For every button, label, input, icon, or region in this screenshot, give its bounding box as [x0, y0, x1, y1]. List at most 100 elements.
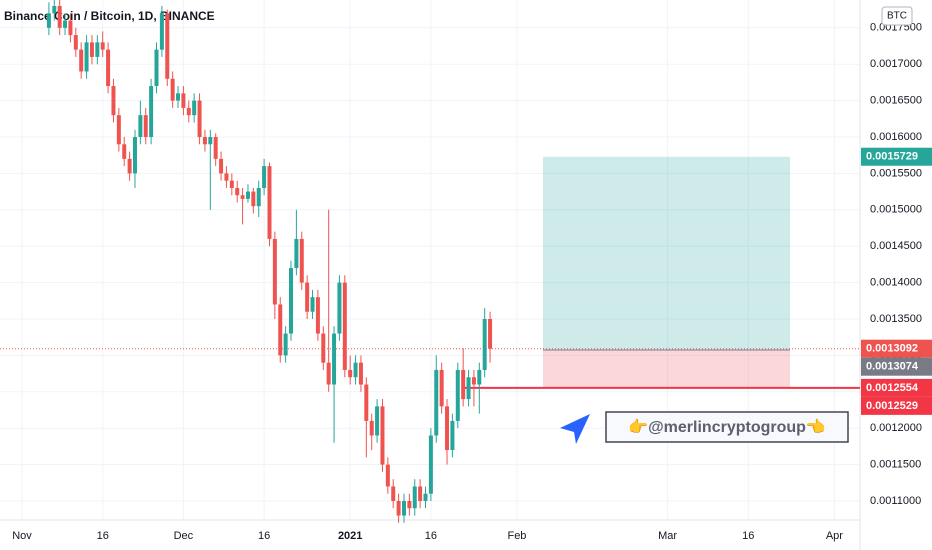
candle-body [138, 115, 143, 138]
candle-body [132, 137, 137, 174]
candle-body [305, 282, 310, 312]
y-tick-label: 0.0013500 [870, 313, 922, 325]
candle-body [326, 362, 331, 385]
candle-body [170, 78, 175, 101]
candle-body [159, 13, 164, 50]
candle-body [127, 158, 132, 174]
currency-badge [881, 6, 913, 26]
candle-body [450, 420, 455, 451]
candle-body [337, 282, 342, 334]
price-label: 0.0013092 [866, 343, 918, 355]
candle-body [235, 187, 240, 196]
candle-body [95, 42, 100, 57]
y-tick-label: 0.0014000 [870, 277, 922, 289]
y-tick-label: 0.0015500 [870, 167, 922, 179]
y-tick-label: 0.0016500 [870, 95, 922, 107]
candle-body [208, 137, 213, 145]
candle-body [348, 369, 353, 378]
chart-title: Binance Coin / Bitcoin, 1D, BINANCE [4, 9, 215, 23]
candle-body [477, 369, 482, 385]
candle-body [240, 195, 245, 199]
candle-body [111, 86, 116, 116]
x-tick-label: Mar [658, 530, 677, 542]
y-tick-label: 0.0016000 [870, 131, 922, 143]
candle-body [202, 137, 207, 145]
y-tick-label: 0.0014500 [870, 240, 922, 252]
candle-body [407, 500, 412, 509]
candle-body [52, 5, 57, 14]
candle-body [342, 282, 347, 370]
candle-body [68, 20, 73, 36]
candle-body [423, 493, 428, 501]
price-label-bg [861, 396, 932, 415]
currency-label: BTC [887, 11, 907, 22]
candle-body [283, 333, 288, 356]
watermark-text: 👉@merlincryptogroup👈 [628, 418, 826, 436]
candle-body [289, 268, 294, 334]
profit-zone [543, 156, 790, 351]
candle-body [197, 100, 202, 138]
candle-body [224, 173, 229, 181]
candle-body [434, 369, 439, 436]
candle-body [321, 333, 326, 363]
candle-body [466, 377, 471, 400]
candle-body [245, 191, 250, 199]
candle-body [154, 49, 159, 87]
watermark-box [605, 411, 849, 443]
loss-zone [543, 350, 790, 388]
candle-body [278, 304, 283, 356]
candle-body [165, 13, 170, 79]
candle-body [219, 158, 224, 174]
y-tick-label: 0.0012000 [870, 422, 922, 434]
candle-body [176, 93, 181, 101]
y-tick-label: 0.0017000 [870, 58, 922, 70]
candle-body [213, 137, 218, 159]
candle-body [84, 42, 89, 72]
candle-body [418, 486, 423, 501]
candle-body [471, 377, 476, 385]
candle-body [256, 187, 261, 207]
price-label: 0.0012554 [866, 382, 919, 394]
candle-body [488, 319, 493, 349]
candle-body [445, 406, 450, 451]
price-label-bg [861, 147, 932, 166]
x-tick-label: Feb [507, 530, 526, 542]
candle-body [353, 362, 358, 378]
candle-body [396, 500, 401, 516]
candle-body [401, 500, 406, 516]
candle-body [116, 115, 121, 145]
candle-body [412, 486, 417, 509]
candle-body [192, 100, 197, 116]
candle-body [482, 319, 487, 370]
candle-body [57, 5, 62, 28]
candle-body [89, 42, 94, 57]
candle-body [149, 86, 154, 138]
candle-body [391, 486, 396, 501]
candle-body [461, 369, 466, 400]
navigation-icon [560, 414, 590, 444]
y-tick-label: 0.0011500 [870, 459, 921, 471]
price-label-bg [861, 378, 932, 397]
candle-body [186, 107, 191, 116]
candle-body [439, 369, 444, 407]
x-tick-label: 16 [97, 530, 109, 542]
candle-body [332, 333, 337, 385]
x-tick-label: Nov [12, 530, 32, 542]
candle-body [100, 42, 105, 50]
candle-body [267, 166, 272, 239]
y-tick-label: 0.0015000 [870, 204, 922, 216]
candle-body [385, 464, 390, 487]
candle-body [122, 144, 127, 159]
candle-body [315, 297, 320, 334]
candle-body [364, 384, 369, 421]
candle-body [229, 180, 234, 188]
candle-body [46, 13, 51, 28]
x-tick-label: 16 [742, 530, 754, 542]
x-tick-label: Dec [174, 530, 194, 542]
candle-body [63, 20, 68, 28]
candle-body [262, 166, 267, 188]
candle-body [358, 362, 363, 385]
x-tick-label: 16 [425, 530, 437, 542]
candle-body [272, 238, 277, 305]
